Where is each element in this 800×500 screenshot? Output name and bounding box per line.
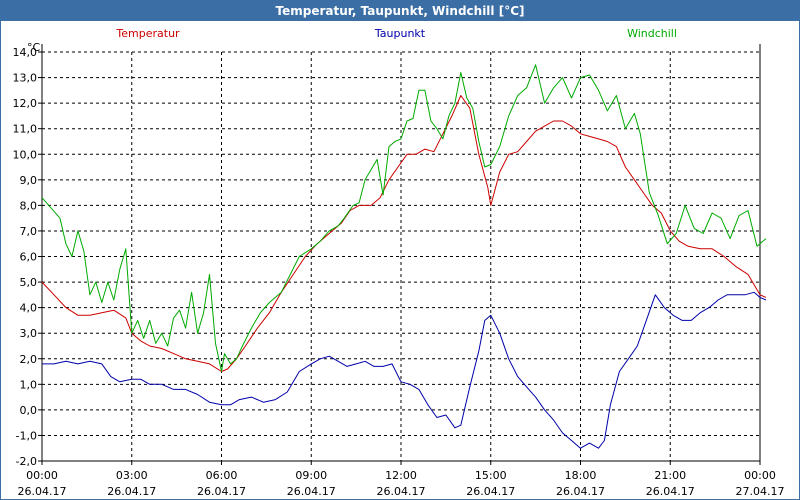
x-tick-date-label: 26.04.17 <box>107 485 156 498</box>
series-line-windchill <box>41 64 767 372</box>
y-tick-label: 4,0 <box>20 302 38 315</box>
x-tick-date-label: 27.04.17 <box>736 485 785 498</box>
y-tick-label: 9,0 <box>20 174 38 187</box>
x-tick-date-label: 26.04.17 <box>646 485 695 498</box>
y-tick-label: 7,0 <box>20 225 38 238</box>
y-tick-label: 0,0 <box>20 404 38 417</box>
x-tick-time-label: 09:00 <box>295 469 327 482</box>
y-tick-label: 2,0 <box>20 353 38 366</box>
x-tick-date-label: 26.04.17 <box>556 485 605 498</box>
legend-item-temperatur: Temperatur <box>115 27 180 40</box>
y-tick-label: 11,0 <box>13 123 38 136</box>
y-tick-label: 8,0 <box>20 199 38 212</box>
y-tick-label: 5,0 <box>20 276 38 289</box>
x-tick-time-label: 00:00 <box>26 469 58 482</box>
x-tick-date-label: 26.04.17 <box>18 485 67 498</box>
y-tick-labels: -2,0 -1,0 0,0 1,0 2,0 3,0 4,0 5,0 6,0 7,0 8,0 9,0 10… <box>13 46 38 468</box>
series-line-taupunkt <box>42 291 767 449</box>
x-tick-time-label: 03:00 <box>116 469 148 482</box>
axes <box>38 44 761 465</box>
x-tick-date-label: 26.04.17 <box>377 485 426 498</box>
y-tick-label: -2,0 <box>16 455 37 468</box>
x-tick-time-label: 21:00 <box>654 469 686 482</box>
y-axis-label: °C <box>27 41 41 54</box>
x-tick-labels: 00:00 26.04.17 03:00 26.04.17 06:00 26.04.17 0… <box>18 469 785 498</box>
x-tick-date-label: 26.04.17 <box>197 485 246 498</box>
y-tick-label: 12,0 <box>13 97 38 110</box>
window-title: Temperatur, Taupunkt, Windchill [°C] <box>1 1 799 21</box>
x-tick-time-label: 15:00 <box>475 469 507 482</box>
grid <box>42 51 760 461</box>
y-tick-label: -1,0 <box>16 429 37 442</box>
y-tick-label: 6,0 <box>20 251 38 264</box>
x-tick-time-label: 12:00 <box>385 469 417 482</box>
x-tick-date-label: 26.04.17 <box>287 485 336 498</box>
y-tick-label: 14,0 <box>13 46 38 59</box>
x-tick-time-label: 00:00 <box>744 469 776 482</box>
y-tick-label: 10,0 <box>13 148 38 161</box>
x-tick-time-label: 06:00 <box>206 469 238 482</box>
x-tick-time-label: 18:00 <box>565 469 597 482</box>
y-tick-label: 1,0 <box>20 378 38 391</box>
y-tick-label: 13,0 <box>13 72 38 85</box>
series-line-temperatur <box>41 95 767 372</box>
x-tick-date-label: 26.04.17 <box>466 485 515 498</box>
y-tick-label: 3,0 <box>20 327 38 340</box>
legend-item-taupunkt: Taupunkt <box>374 27 426 40</box>
series-lines <box>41 64 767 449</box>
legend: Temperatur Taupunkt Windchill <box>115 27 677 40</box>
legend-item-windchill: Windchill <box>627 27 677 40</box>
